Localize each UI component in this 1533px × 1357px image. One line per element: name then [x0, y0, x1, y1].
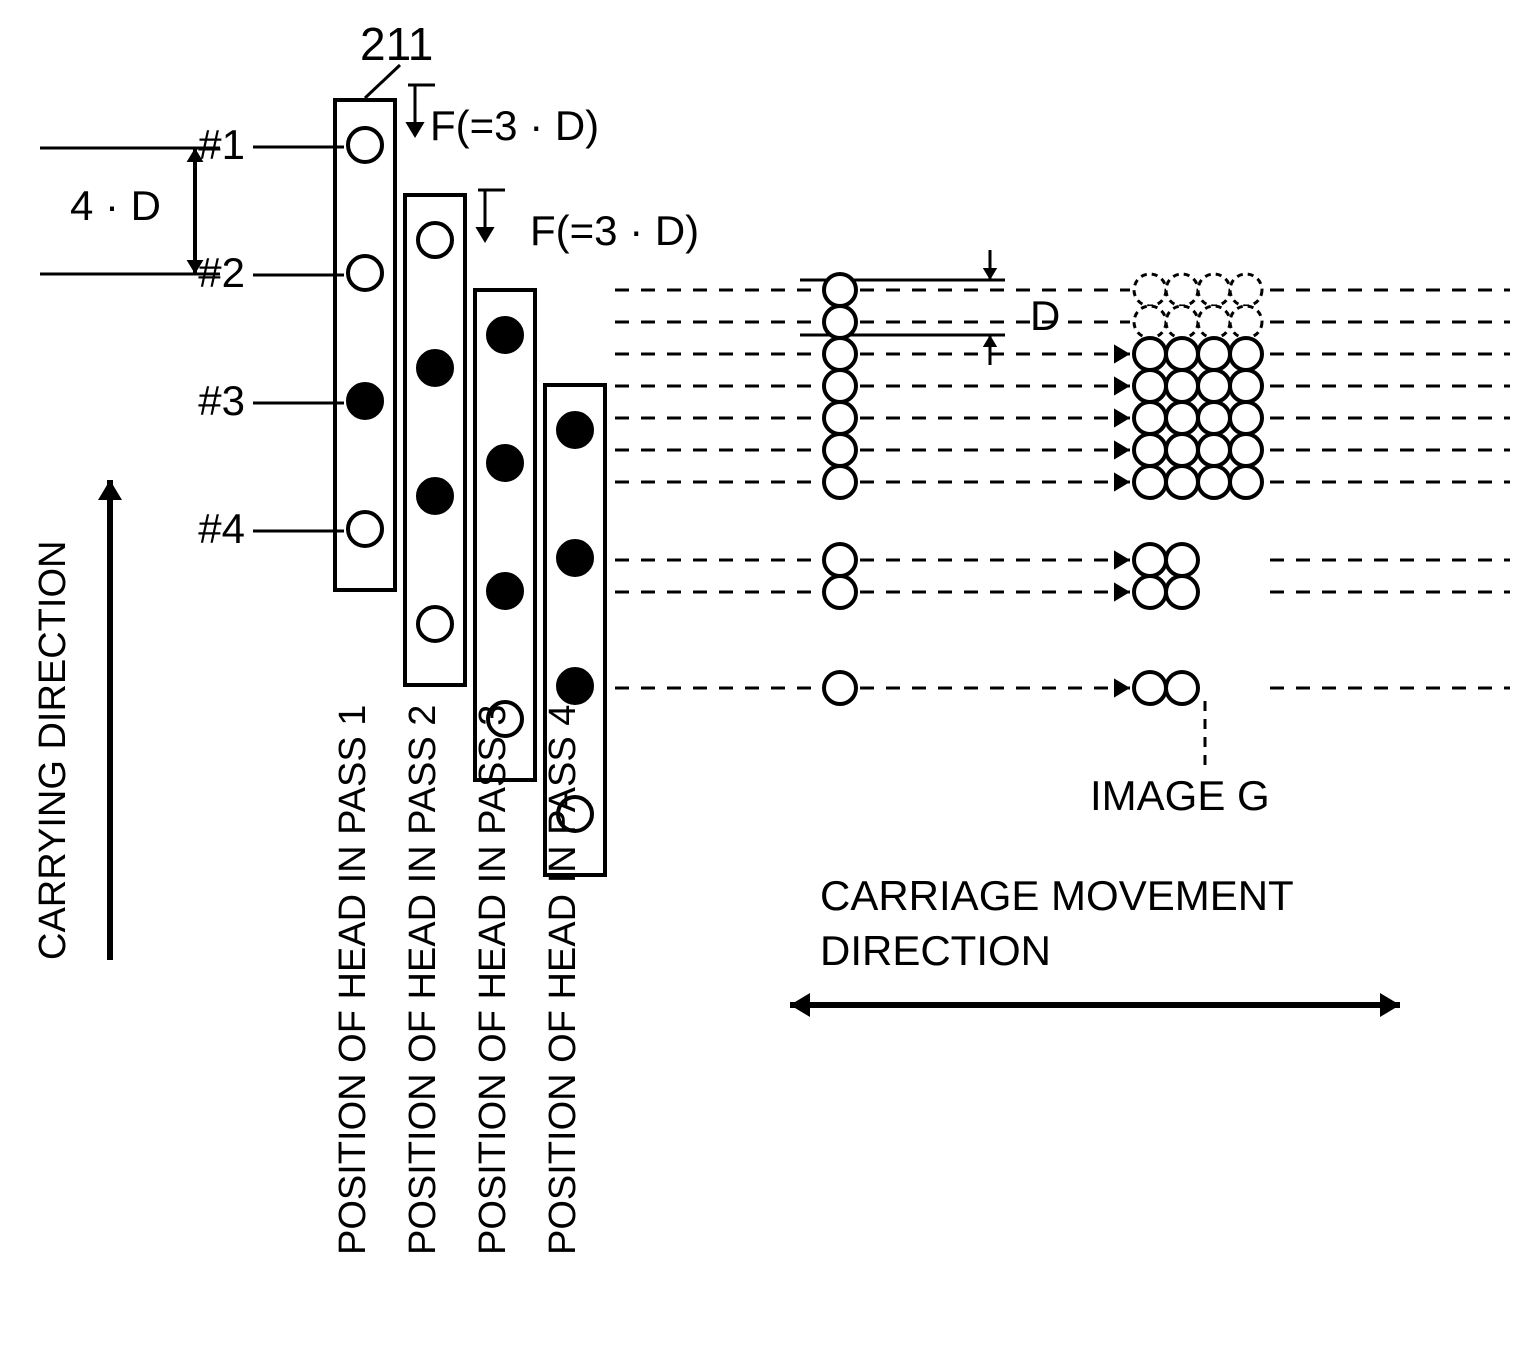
nozzle-label-3: #3 [198, 377, 245, 424]
diagram-svg: #1#2#3#4211F(=3 · D)F(=3 · D)4 · DDIMAGE… [0, 0, 1533, 1357]
dot-pitch-label: D [1030, 292, 1060, 339]
carriage-direction-label-2: DIRECTION [820, 927, 1051, 974]
pass-label-4: POSITION OF HEAD IN PASS 4 [542, 705, 584, 1255]
nozzle-label-4: #4 [198, 505, 245, 552]
pass-label-2: POSITION OF HEAD IN PASS 2 [402, 705, 444, 1255]
pass-label-3: POSITION OF HEAD IN PASS 3 [472, 705, 514, 1255]
nozzle-pitch-label: 4 · D [70, 182, 161, 229]
feed-label-1: F(=3 · D) [430, 102, 599, 149]
feed-label-2: F(=3 · D) [530, 207, 699, 254]
image-g-label: IMAGE G [1090, 772, 1270, 819]
pass-label-1: POSITION OF HEAD IN PASS 1 [332, 705, 374, 1255]
ref-number: 211 [360, 18, 433, 70]
nozzle-label-1: #1 [198, 121, 245, 168]
carriage-direction-label-1: CARRIAGE MOVEMENT [820, 872, 1294, 919]
carrying-direction-label: CARRYING DIRECTION [32, 541, 74, 960]
